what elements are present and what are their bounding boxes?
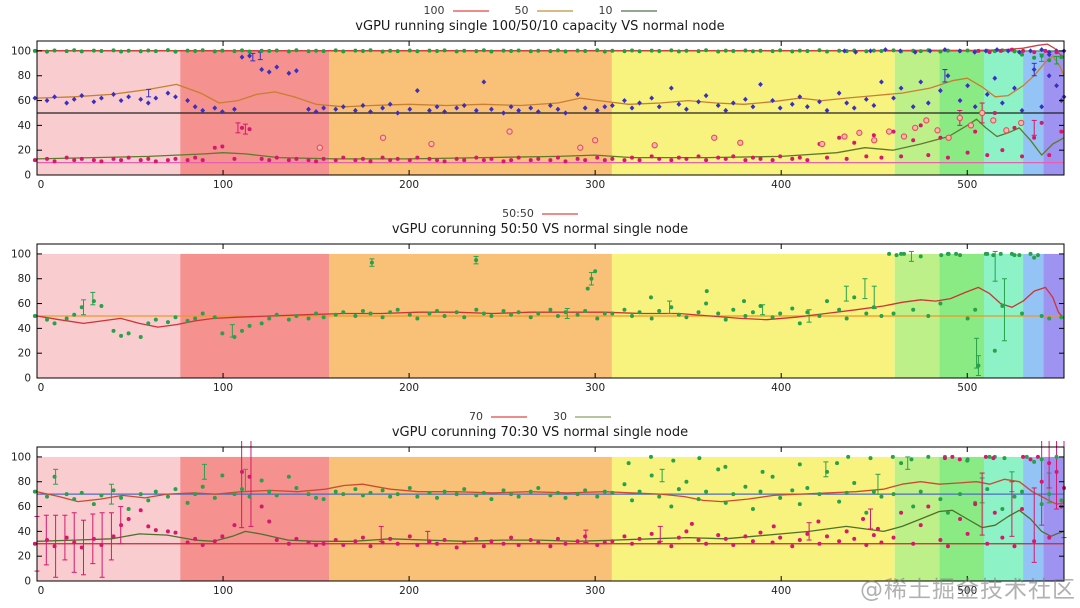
svg-text:200: 200 xyxy=(399,179,419,191)
chart-2-legend: 50:50 xyxy=(0,203,1080,221)
svg-text:0: 0 xyxy=(24,576,31,588)
svg-text:500: 500 xyxy=(957,382,977,394)
svg-text:100: 100 xyxy=(11,248,31,260)
svg-text:40: 40 xyxy=(18,323,31,335)
svg-text:100: 100 xyxy=(213,179,233,191)
chart-block-corun-50-50: 50:50 vGPU corunning 50:50 VS normal sin… xyxy=(0,203,1080,398)
legend-label: 50 xyxy=(514,4,529,17)
legend-line-sample-icon xyxy=(620,9,657,12)
svg-text:200: 200 xyxy=(399,585,419,597)
chart-2-title: vGPU corunning 50:50 VS normal single no… xyxy=(391,222,689,237)
legend-label: 30 xyxy=(553,410,567,423)
legend-entry: 70 xyxy=(469,410,527,423)
legend-entry: 100 xyxy=(424,4,489,17)
svg-text:200: 200 xyxy=(399,382,419,394)
chart-1-legend: 100 50 10 xyxy=(0,0,1080,18)
svg-text:60: 60 xyxy=(18,95,31,107)
svg-text:400: 400 xyxy=(771,382,791,394)
svg-text:80: 80 xyxy=(18,273,31,285)
legend-entry: 10 xyxy=(599,4,657,17)
svg-text:40: 40 xyxy=(18,120,31,132)
svg-text:20: 20 xyxy=(18,145,31,157)
legend-entry: 50:50 xyxy=(502,207,578,220)
svg-text:300: 300 xyxy=(585,382,605,394)
svg-text:0: 0 xyxy=(38,382,45,394)
legend-label: 50:50 xyxy=(502,207,534,220)
chart-1-plot: 0 100 200 300 400 500 0 20 40 60 80 100 xyxy=(11,40,1067,191)
legend-label: 100 xyxy=(423,4,445,17)
svg-text:0: 0 xyxy=(24,170,31,182)
legend-entry: 30 xyxy=(553,410,611,423)
svg-text:80: 80 xyxy=(18,476,31,488)
chart-3-plot: 0 100 200 300 400 500 0 20 40 60 80 100 xyxy=(11,441,1067,597)
svg-text:400: 400 xyxy=(771,179,791,191)
svg-text:100: 100 xyxy=(213,382,233,394)
svg-text:500: 500 xyxy=(957,585,977,597)
chart-2-plot: 0 100 200 300 400 500 0 20 40 60 80 100 xyxy=(11,243,1065,394)
svg-text:100: 100 xyxy=(11,45,31,57)
legend-label: 70 xyxy=(469,410,483,423)
legend-line-sample-icon xyxy=(575,415,611,418)
chart-3-title: vGPU corunning 70:30 VS normal single no… xyxy=(391,425,689,440)
svg-text:400: 400 xyxy=(771,585,791,597)
svg-text:0: 0 xyxy=(24,373,31,385)
chart-3-legend: 70 30 xyxy=(0,406,1080,424)
legend-label: 10 xyxy=(598,4,613,17)
svg-text:20: 20 xyxy=(18,551,31,563)
legend-line-sample-icon xyxy=(491,415,527,418)
svg-text:100: 100 xyxy=(11,451,31,463)
legend-line-sample-icon xyxy=(536,9,573,12)
svg-text:80: 80 xyxy=(18,70,31,82)
svg-text:40: 40 xyxy=(18,526,31,538)
chart-1-title: vGPU running single 100/50/10 capacity V… xyxy=(355,19,725,34)
legend-entry: 50 xyxy=(515,4,573,17)
chart-block-corun-70-30: 70 30 vGPU corunning 70:30 VS normal sin… xyxy=(0,406,1080,601)
svg-text:300: 300 xyxy=(585,585,605,597)
svg-text:100: 100 xyxy=(213,585,233,597)
legend-line-sample-icon xyxy=(452,9,489,12)
legend-line-sample-icon xyxy=(541,212,578,215)
svg-text:300: 300 xyxy=(585,179,605,191)
svg-text:0: 0 xyxy=(38,585,45,597)
svg-text:60: 60 xyxy=(18,298,31,310)
chart-block-single-capacity: 100 50 10 vGPU running single 100/50/10 … xyxy=(0,0,1080,195)
svg-text:0: 0 xyxy=(38,179,45,191)
svg-text:500: 500 xyxy=(957,179,977,191)
svg-text:60: 60 xyxy=(18,501,31,513)
svg-text:20: 20 xyxy=(18,348,31,360)
